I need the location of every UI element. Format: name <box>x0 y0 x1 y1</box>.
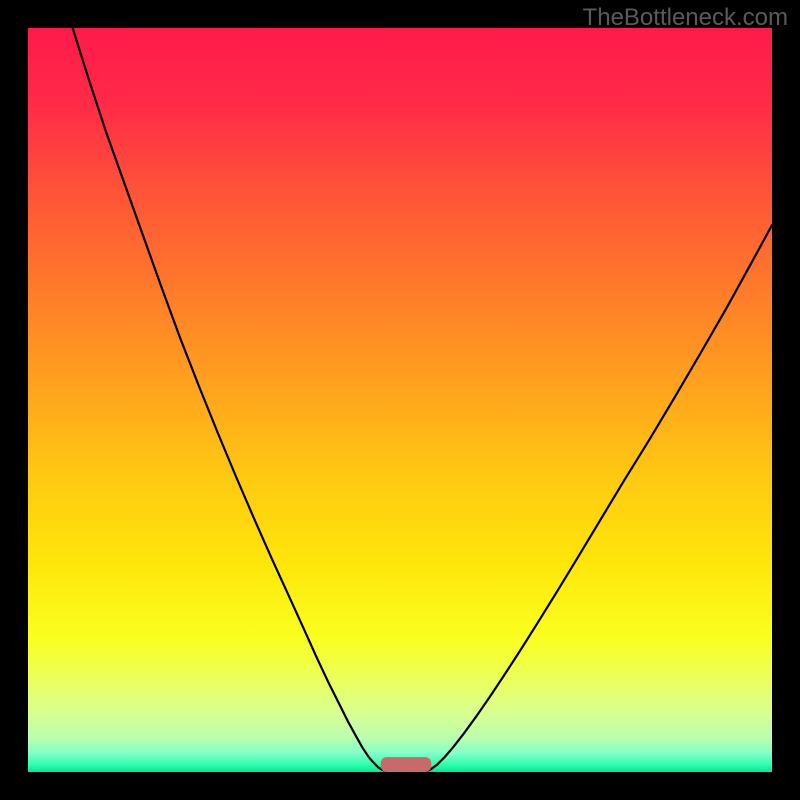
plot-area <box>28 28 772 772</box>
watermark-text: TheBottleneck.com <box>583 4 788 32</box>
bottleneck-chart <box>0 0 800 800</box>
bottleneck-marker <box>381 757 432 772</box>
